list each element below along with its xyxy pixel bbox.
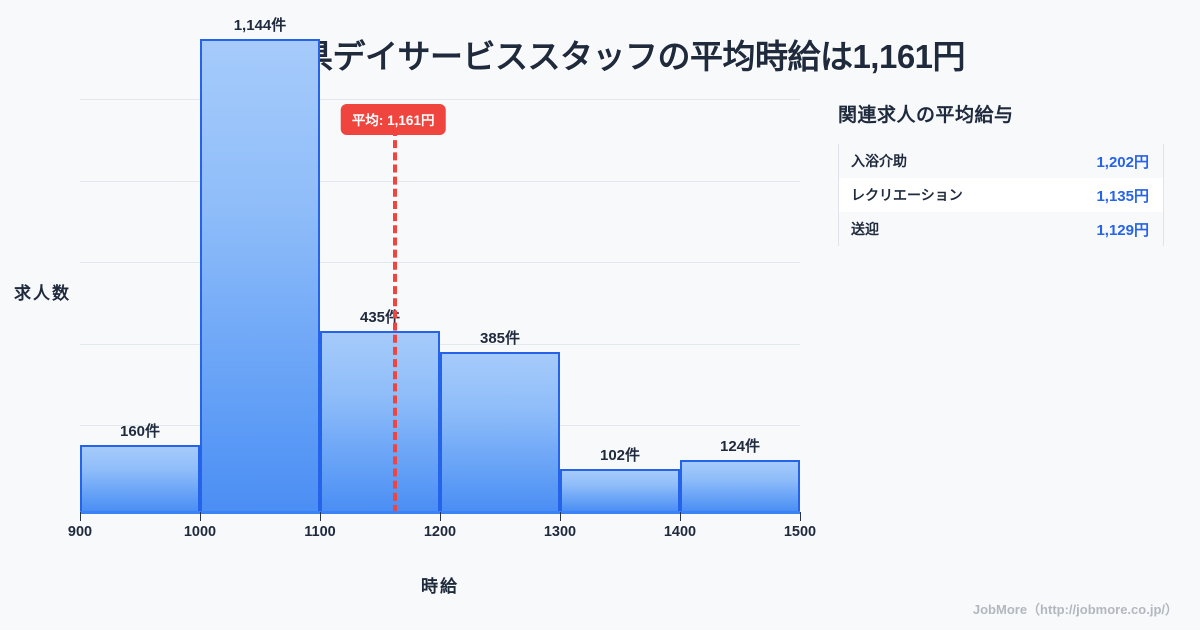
x-tick-label: 1300: [543, 524, 577, 540]
x-tick-label: 1200: [423, 524, 457, 540]
related-job-name: レクリエーション: [851, 187, 963, 203]
related-jobs-table: 入浴介助 1,202円レクリエーション 1,135円送迎 1,129円: [838, 144, 1164, 246]
bar-value-label: 1,144件: [233, 16, 287, 34]
bar: [320, 331, 440, 511]
x-tick: [80, 512, 81, 521]
gridline-0: [80, 99, 800, 100]
related-job-value: 1,129円: [1096, 221, 1149, 239]
x-tick-label: 1400: [663, 524, 697, 540]
histogram-plot-area: 160件 1,144件 435件 385件 102件 124件 平均: 1,161円 90…: [67, 16, 816, 540]
related-job-value: 1,202円: [1096, 153, 1149, 171]
related-job-name: 入浴介助: [851, 153, 907, 169]
related-jobs-panel: 関連求人の平均給与 入浴介助 1,202円レクリエーション 1,135円送迎 1,12…: [838, 100, 1176, 246]
related-job-row: レクリエーション 1,135円: [839, 178, 1163, 212]
related-job-row: 送迎 1,129円: [839, 212, 1163, 246]
x-tick-label: 1000: [183, 524, 217, 540]
bar-value-label: 435件: [359, 309, 401, 327]
mean-line: [393, 128, 398, 513]
bar: [560, 468, 680, 511]
related-job-value: 1,135円: [1096, 187, 1149, 205]
bar: [80, 444, 200, 511]
bar: [440, 352, 560, 511]
page-title: 宮城県デイサービススタッフの平均時給は1,161円: [234, 38, 966, 75]
x-tick-label: 1100: [304, 524, 336, 540]
x-tick: [200, 512, 201, 521]
x-tick-label: 900: [67, 524, 93, 540]
gridline-2: [80, 262, 800, 263]
bar: [680, 459, 800, 511]
bar-value-label: 102件: [599, 446, 641, 464]
mean-badge: 平均: 1,161円: [340, 104, 446, 135]
x-axis-title: 時給: [421, 577, 459, 596]
x-tick: [320, 512, 321, 521]
x-tick-label: 1500: [783, 524, 817, 540]
bar-value-label: 385件: [479, 330, 521, 348]
x-tick: [800, 512, 801, 521]
footer-credit: JobMore（http://jobmore.co.jp/）: [972, 602, 1178, 617]
gridline-3: [80, 343, 800, 345]
x-tick: [560, 512, 561, 521]
related-jobs-title: 関連求人の平均給与: [838, 105, 1014, 126]
x-tick: [680, 512, 681, 521]
bar-value-label: 160件: [119, 422, 161, 440]
gridline-1: [80, 180, 800, 182]
bar-value-label: 124件: [719, 437, 761, 455]
bar: [200, 38, 320, 511]
y-axis-title: 求人数: [14, 284, 71, 303]
related-job-row: 入浴介助 1,202円: [839, 144, 1163, 178]
related-job-name: 送迎: [851, 221, 879, 237]
x-tick: [440, 512, 441, 521]
